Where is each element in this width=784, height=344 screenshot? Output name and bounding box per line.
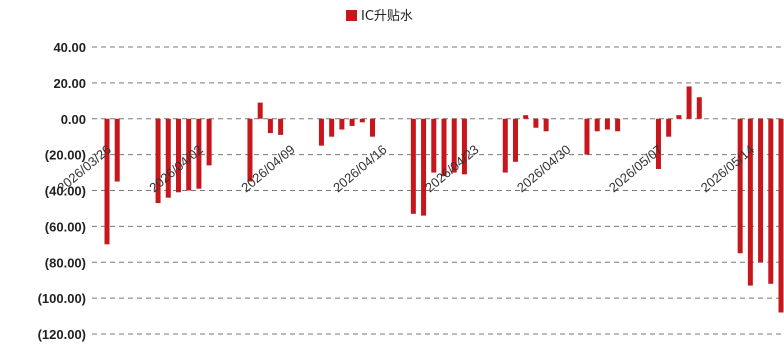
bar <box>329 118 335 137</box>
bar <box>186 118 192 191</box>
bar <box>512 118 518 162</box>
bar <box>686 86 692 119</box>
bar <box>604 118 610 130</box>
y-tick-label: (20.00) <box>45 148 86 163</box>
bar <box>349 118 355 126</box>
y-tick-label: (40.00) <box>45 184 86 199</box>
bar <box>523 115 529 119</box>
bar <box>747 118 753 286</box>
bar <box>594 118 600 132</box>
bar <box>267 118 273 134</box>
bar <box>339 118 345 130</box>
bar <box>318 118 324 146</box>
bar <box>359 118 365 123</box>
bar <box>676 115 682 119</box>
bar <box>421 118 427 216</box>
bar <box>737 118 743 254</box>
bar <box>196 118 202 189</box>
gridlines <box>92 46 784 335</box>
y-tick-label: (60.00) <box>45 219 86 234</box>
bar <box>104 118 110 245</box>
bar <box>502 118 508 173</box>
x-axis-tick-labels: 2026/03/26 2026/04/02 2026/04/09 2026/04/16… <box>54 142 757 195</box>
y-tick-label: 20.00 <box>53 76 86 91</box>
bar <box>165 118 171 198</box>
y-tick-label: 0.00 <box>61 112 86 127</box>
bar <box>278 118 284 135</box>
x-tick-label: 2026/04/30 <box>514 142 573 195</box>
y-tick-label: (120.00) <box>38 327 86 342</box>
legend-label: IC升贴水 <box>361 9 413 24</box>
bar <box>257 102 263 119</box>
y-axis-tick-labels: 40.00 20.00 0.00 (20.00) (40.00) (60.00) (80.0… <box>38 40 86 342</box>
x-tick-label: 2026/04/16 <box>330 142 389 195</box>
bar <box>758 118 764 263</box>
bar <box>666 118 672 137</box>
bar <box>431 118 437 173</box>
y-tick-label: (80.00) <box>45 255 86 270</box>
bar <box>114 118 120 182</box>
bar <box>441 118 447 177</box>
x-tick-label: 2026/04/09 <box>238 142 297 195</box>
bar <box>543 118 549 132</box>
bars <box>104 86 784 313</box>
bar <box>175 118 181 193</box>
bar <box>696 97 702 119</box>
bar <box>584 118 590 155</box>
y-tick-label: 40.00 <box>53 40 86 55</box>
bar <box>410 118 416 214</box>
legend-swatch <box>346 10 357 21</box>
bar <box>370 118 376 137</box>
legend: IC升贴水 <box>346 9 413 24</box>
bar <box>655 118 661 169</box>
bar <box>206 118 212 166</box>
bar <box>533 118 539 128</box>
bar <box>451 118 457 173</box>
bar <box>461 118 467 175</box>
bar <box>615 118 621 132</box>
bar <box>155 118 161 204</box>
bar <box>778 118 784 313</box>
bar <box>247 118 253 182</box>
y-tick-label: (100.00) <box>38 291 86 306</box>
bar <box>768 118 774 284</box>
